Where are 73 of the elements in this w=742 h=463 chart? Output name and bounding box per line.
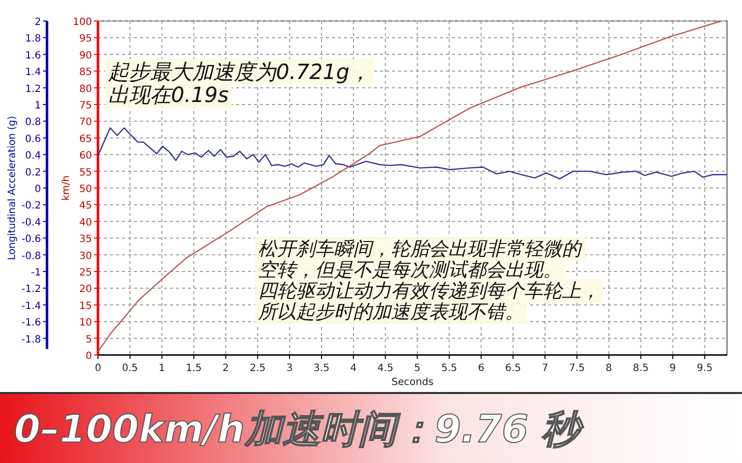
y-tick-label: -0.2 [21, 200, 41, 212]
x-tick-label: 5.5 [441, 363, 458, 374]
y2-tick-label: 10 [79, 318, 92, 329]
y2-tick-label: 85 [79, 67, 92, 78]
x-tick-label: 5 [414, 363, 420, 374]
y-tick-label: -1.8 [21, 334, 41, 346]
x-tick-label: 7.5 [568, 363, 585, 374]
x-tick-label: 2.5 [250, 363, 266, 374]
y2-tick-label: 0 [86, 351, 92, 362]
x-tick-label: 0 [94, 363, 102, 374]
y2-tick-label: 60 [79, 150, 92, 162]
x-tick-label: 1.5 [186, 363, 202, 374]
x-tick-label: 7 [542, 363, 548, 374]
y-tick-label: -0.8 [21, 250, 41, 262]
line-series [97, 20, 722, 352]
y2-tick-label: 100 [72, 17, 92, 28]
y-tick-label: 0.2 [25, 167, 41, 178]
y2-tick-label: 20 [79, 284, 92, 296]
y-tick-label: 0 [34, 184, 41, 195]
x-tick-label: 3.5 [314, 363, 330, 374]
annotation: 空转，但是不是每次测试都会出现。 [258, 259, 562, 281]
x-tick-label: 0.5 [122, 363, 138, 374]
y2-axis-title: km/h [61, 175, 72, 201]
line-series [97, 127, 727, 180]
y2-tick-label: 25 [79, 268, 92, 278]
y-tick-label: -1 [31, 268, 41, 278]
y-tick-label: 2 [34, 17, 41, 28]
y-tick-label: 0.6 [25, 134, 41, 145]
y2-tick-label: 15 [79, 300, 92, 312]
y2-tick-label: 35 [79, 234, 92, 246]
y-tick-label: 1.6 [25, 50, 41, 62]
y-tick-label: -1.2 [21, 284, 41, 296]
y2-tick-label: 40 [79, 217, 92, 228]
y2-tick-label: 30 [79, 250, 92, 262]
annotation: 松开刹车瞬间，轮胎会出现非常轻微的 [258, 238, 583, 260]
y-tick-label: -0.4 [21, 217, 41, 228]
y-tick-label: 0.8 [25, 117, 41, 128]
y-tick-label: -0.6 [21, 234, 41, 246]
x-tick-label: 3 [286, 363, 293, 374]
y-tick-label: 1 [34, 100, 41, 112]
text: 0–100km/h加速时间：9.76 秒 [14, 407, 585, 451]
y-axis-title: Longitudinal Acceleration (g) [7, 116, 18, 260]
y2-tick-label: 65 [79, 134, 92, 145]
x-axis-title: Seconds [391, 377, 434, 388]
y2-tick-label: 80 [79, 84, 92, 95]
x-tick-label: 8.5 [632, 363, 649, 374]
y2-tick-label: 95 [79, 34, 92, 45]
y-tick-label: 1.2 [25, 84, 41, 95]
x-tick-label: 8 [606, 363, 612, 374]
x-tick-label: 6.5 [505, 363, 522, 374]
y2-tick-label: 70 [79, 117, 92, 128]
annotation: 所以起步时的加速度表现不错。 [258, 301, 524, 323]
x-tick-label: 9.5 [696, 363, 713, 374]
annotation: 出现在0.19s [108, 83, 229, 107]
y-tick-label: 1.4 [25, 67, 41, 78]
y-tick-label: -1.6 [21, 318, 41, 329]
x-tick-label: 9 [670, 363, 676, 374]
annotation: 起步最大加速度为0.721g， [108, 60, 370, 84]
x-tick-label: 6 [478, 363, 484, 374]
x-tick-label: 4.5 [377, 363, 394, 374]
y2-tick-label: 5 [86, 334, 92, 346]
x-tick-label: 4 [350, 363, 357, 374]
y-tick-label: 1.8 [25, 34, 41, 45]
y-tick-label: 0.4 [25, 150, 41, 162]
y2-tick-label: 75 [79, 100, 92, 112]
y-tick-label: -1.4 [21, 300, 41, 312]
x-tick-label: 2 [222, 363, 229, 374]
y2-tick-label: 50 [79, 184, 92, 195]
y2-tick-label: 90 [79, 50, 92, 62]
x-tick-label: 1 [158, 363, 166, 374]
y2-tick-label: 45 [79, 200, 92, 212]
y2-tick-label: 55 [79, 167, 92, 178]
annotation: 四轮驱动让动力有效传递到每个车轮上， [258, 280, 600, 302]
